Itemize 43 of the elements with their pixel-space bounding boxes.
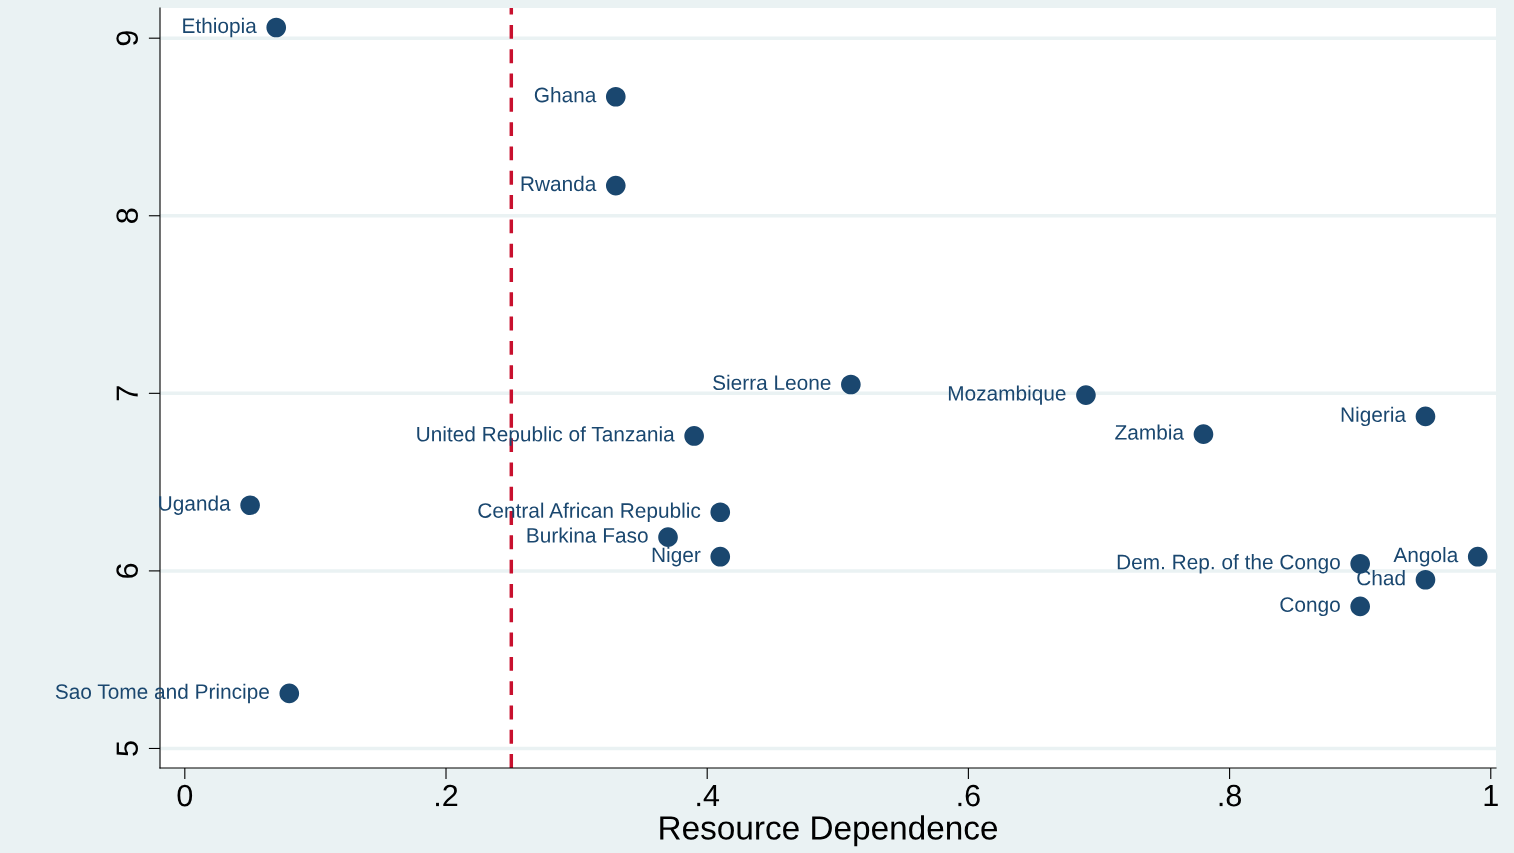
point (1415, 406, 1436, 427)
x-axis-title: Resource Dependence (660, 815, 998, 847)
point (1076, 385, 1096, 405)
point (240, 495, 260, 516)
point (605, 175, 626, 196)
annotation: Dem. Rep. of the Congo (1117, 554, 1340, 574)
annotation: United Republic of Tanzania (417, 426, 675, 446)
x-tick-label: .4 (697, 785, 720, 807)
point (1415, 569, 1436, 590)
x-tick-label: 0 (177, 784, 193, 807)
y-tick-label: 5 (116, 741, 138, 756)
x-tick-label: 1 (1484, 785, 1498, 807)
annotation: Angola (1393, 546, 1459, 567)
point (710, 502, 731, 523)
annotation: Niger (652, 546, 701, 567)
point (841, 374, 861, 395)
annotation: Mozambique (948, 385, 1066, 405)
annotation: Central African Republic (478, 502, 701, 523)
annotation: Rwanda (521, 175, 597, 192)
annotation: Burkina Faso (527, 527, 648, 543)
annotation: Ghana (534, 87, 597, 103)
y-tick-label: 9 (116, 31, 138, 46)
annotation: Congo (1280, 597, 1340, 617)
annotation: Chad (1357, 570, 1405, 586)
x-tick-label: .2 (436, 784, 458, 807)
y-tick-label: 6 (116, 563, 138, 578)
annotation: Ethiopia (183, 17, 257, 38)
annotation: Zambia (1115, 424, 1185, 440)
annotation: Sierra Leone (713, 374, 831, 391)
point (684, 426, 704, 446)
annotation: Nigeria (1341, 406, 1407, 427)
point (658, 527, 678, 547)
point (710, 546, 731, 567)
point (1193, 424, 1214, 444)
x-tick-label: .8 (1219, 784, 1241, 807)
point (1350, 596, 1370, 617)
point (605, 86, 626, 107)
y-tick-label: 8 (116, 208, 138, 223)
x-tick-label: .6 (958, 784, 980, 807)
point (279, 683, 300, 704)
y-tick-label: 7 (116, 386, 138, 401)
point (266, 17, 287, 38)
point (1467, 546, 1488, 567)
